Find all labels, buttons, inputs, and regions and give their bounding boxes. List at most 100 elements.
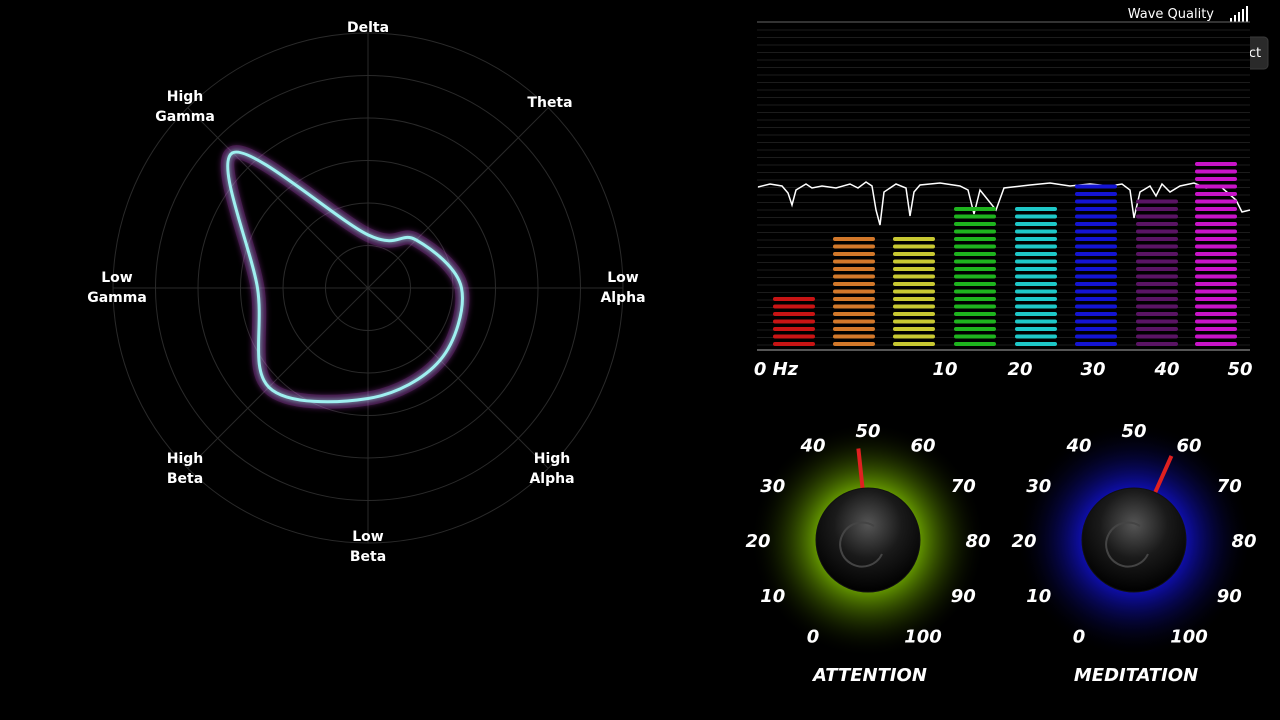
gauge-tick-label: 100 (1170, 626, 1208, 647)
bar-segment (1195, 229, 1237, 234)
bar-segment (1015, 282, 1057, 286)
bar-segment (1015, 289, 1057, 294)
bar-segment (893, 327, 935, 331)
bar-segment (1195, 274, 1237, 279)
bar-segment (833, 274, 875, 279)
radar-spoke (187, 107, 369, 289)
bar-segment (1195, 207, 1237, 211)
bar-segment (1015, 267, 1057, 271)
bar-segment (1075, 334, 1117, 339)
bar-segment (833, 342, 875, 346)
gauge-tick-label: 0 (807, 626, 820, 647)
radar-label: High Alpha (529, 451, 574, 487)
bar-segment (893, 304, 935, 309)
gauge-tick-label: 80 (1231, 531, 1256, 552)
spectrum-bar (833, 237, 875, 346)
bar-segment (833, 252, 875, 256)
bar-segment (1015, 252, 1057, 256)
bar-segment (893, 289, 935, 294)
gauge-tick-label: 70 (951, 476, 976, 497)
gauge-tick-label: 30 (1026, 476, 1051, 497)
bar-segment (833, 267, 875, 271)
bar-segment (1075, 229, 1117, 234)
bar-segment (1195, 252, 1237, 256)
bar-segment (1136, 304, 1178, 309)
spectrum-bar (1015, 207, 1057, 346)
radar-label: Theta (527, 95, 572, 111)
bar-segment (1075, 199, 1117, 204)
gauge-tick-label: 40 (1065, 436, 1091, 457)
bar-segment (954, 297, 996, 301)
radar-shape (226, 150, 464, 404)
radar-spoke (367, 287, 549, 469)
bar-segment (1136, 222, 1178, 226)
bar-segment (773, 327, 815, 331)
bar-segment (1195, 267, 1237, 271)
gauge-tick-label: 70 (1217, 476, 1242, 497)
gauge-needle (1152, 455, 1174, 496)
gauge-tick-label: 10 (1026, 586, 1051, 607)
bar-segment (1015, 319, 1057, 324)
bar-segment (1015, 327, 1057, 331)
bar-segment (954, 214, 996, 219)
bar-segment (1015, 342, 1057, 346)
spectrum-bar (954, 207, 996, 346)
x-axis-label: 40 (1153, 359, 1179, 380)
bar-segment (1075, 304, 1117, 309)
bar-segment (1075, 267, 1117, 271)
bar-segment (1075, 214, 1117, 219)
bar-segment (1195, 297, 1237, 301)
gauge-tick-label: 80 (965, 531, 990, 552)
bar-segment (954, 252, 996, 256)
bar-segment (773, 297, 815, 301)
bar-segment (954, 274, 996, 279)
bar-segment (1136, 214, 1178, 219)
bar-segment (893, 274, 935, 279)
bar-segment (1195, 162, 1237, 166)
bar-segment (893, 267, 935, 271)
radar-label: High Gamma (155, 89, 215, 125)
bar-segment (1136, 342, 1178, 346)
bar-segment (1015, 229, 1057, 234)
gauge-tick-label: 20 (1011, 531, 1036, 552)
bar-segment (1075, 342, 1117, 346)
bar-segment (833, 237, 875, 241)
bar-segment (1195, 222, 1237, 226)
bar-segment (1075, 274, 1117, 279)
bar-segment (1195, 237, 1237, 241)
bar-segment (893, 237, 935, 241)
radar-spoke (367, 107, 549, 289)
bar-segment (893, 259, 935, 264)
bar-segment (1075, 282, 1117, 286)
knob-highlight (839, 521, 883, 568)
radar-spoke (187, 287, 369, 469)
bar-segment (1075, 207, 1117, 211)
x-axis-label: 20 (1007, 359, 1032, 380)
radar-label: Low Gamma (87, 270, 147, 306)
gauge-knob (1081, 487, 1187, 593)
bar-segment (1136, 199, 1178, 204)
bar-segment (833, 289, 875, 294)
bar-segment (1015, 274, 1057, 279)
bar-segment (1136, 237, 1178, 241)
bar-segment (1075, 184, 1117, 189)
bar-segment (1015, 304, 1057, 309)
bar-segment (893, 252, 935, 256)
bar-segment (1136, 289, 1178, 294)
bar-segment (1015, 259, 1057, 264)
x-axis-label: 50 (1227, 359, 1252, 380)
x-axis-label: 10 (932, 359, 957, 380)
x-axis-label: 0 Hz (754, 359, 799, 380)
bar-segment (833, 327, 875, 331)
bar-segment (1015, 222, 1057, 226)
spectrum-bar (1136, 199, 1178, 346)
bar-segment (833, 282, 875, 286)
spectrum-panel (757, 22, 1250, 350)
bar-segment (773, 334, 815, 339)
bar-segment (1075, 222, 1117, 226)
bar-segment (1015, 312, 1057, 316)
gauge-tick-label: 60 (910, 436, 935, 457)
bar-segment (1015, 297, 1057, 301)
gauge-needle (856, 448, 865, 491)
